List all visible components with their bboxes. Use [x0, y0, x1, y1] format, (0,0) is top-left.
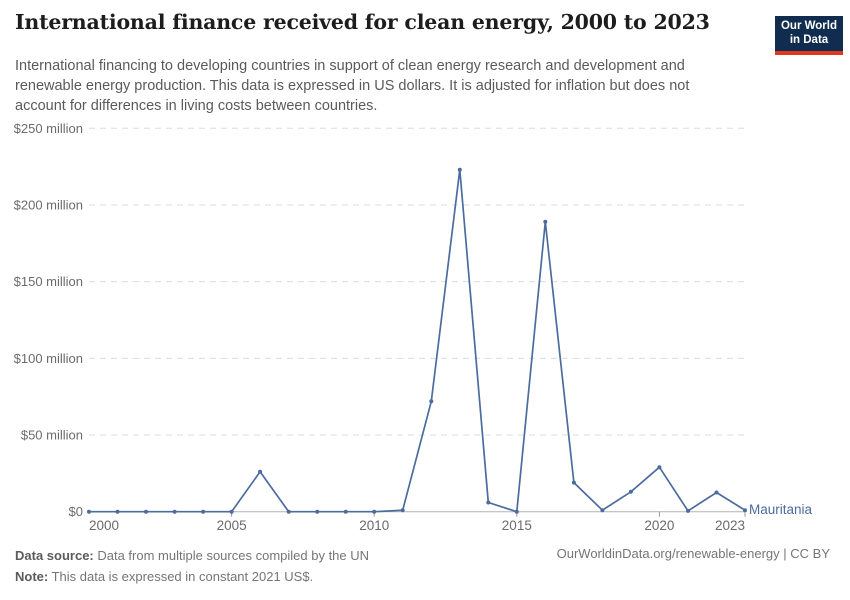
data-point: [486, 500, 491, 505]
y-axis-label: $50 million: [21, 428, 83, 443]
data-point: [600, 508, 605, 513]
x-axis-label: 2020: [644, 518, 674, 533]
note-label: Note:: [15, 568, 49, 584]
data-source-row: Data source: Data from multiple sources …: [15, 546, 835, 567]
chart-subtitle: International financing to developing co…: [15, 58, 690, 114]
data-point: [714, 490, 719, 495]
owid-logo: Our World in Data: [775, 16, 843, 55]
data-point: [543, 219, 548, 224]
data-point: [628, 489, 633, 494]
data-point: [115, 509, 120, 514]
data-point: [229, 509, 234, 514]
data-source-text: Data from multiple sources compiled by t…: [93, 548, 370, 563]
data-point: [372, 509, 377, 514]
x-axis-label: 2010: [359, 518, 389, 533]
data-point: [172, 509, 177, 514]
owid-logo-line2: in Data: [789, 33, 829, 46]
data-point: [514, 509, 519, 514]
data-source-label: Data source:: [15, 548, 94, 563]
data-point: [201, 509, 206, 514]
data-point: [286, 509, 291, 514]
data-point: [657, 465, 662, 470]
chart-footer: Data source: Data from multiple sources …: [15, 546, 835, 588]
chart-canvas: $0 $50 million $100 million $150 million $20…: [14, 121, 813, 533]
data-point: [686, 508, 690, 513]
data-point: [743, 508, 747, 513]
owid-logo-line1: Our World: [780, 20, 837, 32]
credit-line: OurWorldinData.org/renewable-energy | CC…: [556, 546, 830, 561]
data-point: [400, 508, 405, 513]
x-axis-label: 2005: [217, 518, 247, 533]
y-axis-label: $250 million: [14, 121, 83, 136]
series-label: Mauritania: [749, 502, 813, 517]
y-axis-label: $0: [69, 504, 83, 519]
line-series-mauritania: [88, 168, 746, 513]
data-point: [429, 399, 434, 404]
note-text: This data is expressed in constant 2021 …: [48, 568, 314, 584]
x-axis-label: 2015: [502, 518, 532, 533]
data-point: [315, 509, 320, 514]
y-axis-label: $150 million: [14, 274, 83, 289]
chart-title: International finance received for clean…: [15, 10, 710, 34]
data-point: [144, 509, 148, 514]
data-point: [343, 509, 348, 514]
data-point: [457, 167, 462, 172]
note-row: Note: This data is expressed in constant…: [15, 567, 835, 588]
data-point: [258, 469, 263, 474]
y-axis-label: $200 million: [14, 197, 83, 212]
x-axis-label: 2023: [715, 518, 745, 533]
x-axis-label: 2000: [89, 518, 119, 533]
data-point: [571, 480, 576, 485]
y-axis-label: $100 million: [14, 351, 83, 366]
data-point: [87, 509, 91, 514]
